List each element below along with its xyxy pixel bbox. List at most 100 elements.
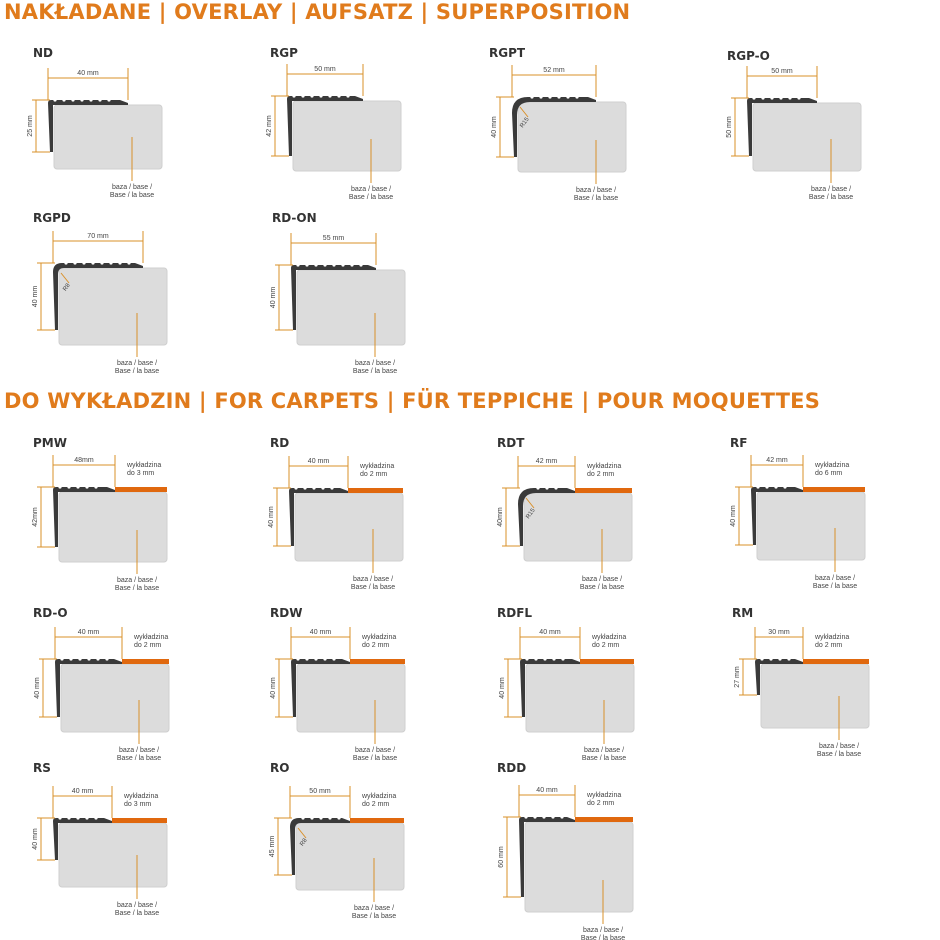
base-label: baza / base / <box>819 743 859 750</box>
carpet-strip <box>350 659 405 664</box>
width-dimension: 40 mm <box>536 787 558 794</box>
height-dimension: 50 mm <box>726 116 733 138</box>
width-dimension: 40 mm <box>78 629 100 636</box>
radius-label: R15 <box>525 507 537 520</box>
tread-groove <box>551 815 555 819</box>
tread-groove <box>87 657 91 661</box>
tread-groove <box>53 98 57 102</box>
height-dimension: 60 mm <box>498 846 505 868</box>
tread-groove <box>67 485 71 489</box>
base-block <box>296 663 406 733</box>
profile-name: RDT <box>497 436 525 450</box>
profile-name: RGPT <box>489 46 526 60</box>
base-label: Base / la base <box>580 584 624 591</box>
tread-groove <box>60 657 64 661</box>
tread-groove <box>346 94 350 98</box>
width-dimension: 48mm <box>74 457 94 464</box>
profile-name: RDD <box>497 761 526 775</box>
tread-groove <box>314 263 318 267</box>
tread-groove <box>337 94 341 98</box>
base-label: baza / base / <box>355 360 395 367</box>
base-label: baza / base / <box>117 577 157 584</box>
tread-groove <box>332 657 336 661</box>
tread-groove <box>350 263 354 267</box>
height-dimension: 40 mm <box>270 287 277 309</box>
width-dimension: 40 mm <box>539 629 561 636</box>
profile-name: RD <box>270 436 289 450</box>
tread-groove <box>323 657 327 661</box>
base-label: baza / base / <box>119 747 159 754</box>
base-label: Base / la base <box>117 755 161 762</box>
tread-groove <box>765 485 769 489</box>
tread-groove <box>769 657 773 661</box>
tread-groove <box>575 95 579 99</box>
width-dimension: 50 mm <box>314 66 336 73</box>
tread-groove <box>107 98 111 102</box>
tread-groove <box>524 815 528 819</box>
carpet-label: wykładzina <box>133 634 168 641</box>
base-block <box>760 663 870 729</box>
base-label: baza / base / <box>584 747 624 754</box>
tread-groove <box>310 816 314 820</box>
carpet-thickness: do 3 mm <box>124 801 151 808</box>
carpet-strip <box>350 818 404 823</box>
carpet-label: wykładzina <box>814 634 849 641</box>
base-label: Base / la base <box>582 755 626 762</box>
tread-groove <box>94 816 98 820</box>
base-block <box>523 492 633 562</box>
tread-groove <box>561 657 565 661</box>
height-dimension: 40 mm <box>730 505 737 527</box>
height-dimension: 40 mm <box>32 286 39 308</box>
profile-shape <box>290 818 350 875</box>
height-dimension: 40 mm <box>499 677 506 699</box>
section-title-overlay: NAKŁADANE | OVERLAY | AUFSATZ | SUPERPOS… <box>4 0 631 24</box>
base-label: baza / base / <box>815 575 855 582</box>
tread-groove <box>542 815 546 819</box>
base-label: Base / la base <box>115 585 159 592</box>
tread-groove <box>303 486 307 490</box>
width-dimension: 42 mm <box>766 457 788 464</box>
profile-tile: ND 40 mm 25 mm baza / base /Base / la base <box>27 46 163 199</box>
base-label: Base / la base <box>352 913 396 920</box>
base-label: Base / la base <box>115 910 159 917</box>
carpet-thickness: do 2 mm <box>134 642 161 649</box>
profile-tile: RGPD 70 mm 40 mm R8 baza / base /Base / la b… <box>32 211 168 375</box>
base-label: baza / base / <box>583 927 623 934</box>
tread-groove <box>321 486 325 490</box>
tread-groove <box>328 94 332 98</box>
tread-groove <box>557 95 561 99</box>
tread-groove <box>69 657 73 661</box>
tread-groove <box>779 96 783 100</box>
tread-groove <box>552 657 556 661</box>
tread-groove <box>312 486 316 490</box>
width-dimension: 40 mm <box>308 458 330 465</box>
tread-groove <box>118 261 122 265</box>
tread-groove <box>305 657 309 661</box>
tread-groove <box>783 485 787 489</box>
base-label: baza / base / <box>355 747 395 754</box>
tread-groove <box>85 485 89 489</box>
base-label: baza / base / <box>351 186 391 193</box>
carpet-label: wykładzina <box>591 634 626 641</box>
tread-groove <box>96 657 100 661</box>
tread-groove <box>778 657 782 661</box>
tread-groove <box>58 485 62 489</box>
profile-tile: RD-ON 55 mm 40 mm baza / base /Base / la ba… <box>270 211 406 375</box>
width-dimension: 40 mm <box>77 70 99 77</box>
base-block <box>756 491 866 561</box>
profile-name: RS <box>33 761 51 775</box>
tread-groove <box>305 263 309 267</box>
base-block <box>58 491 168 563</box>
tread-groove <box>82 261 86 265</box>
tread-groove <box>301 94 305 98</box>
tread-groove <box>560 815 564 819</box>
carpet-label: wykładzina <box>586 792 621 799</box>
base-block <box>60 663 170 733</box>
base-label: Base / la base <box>574 195 618 202</box>
tread-groove <box>787 657 791 661</box>
tread-groove <box>323 263 327 267</box>
